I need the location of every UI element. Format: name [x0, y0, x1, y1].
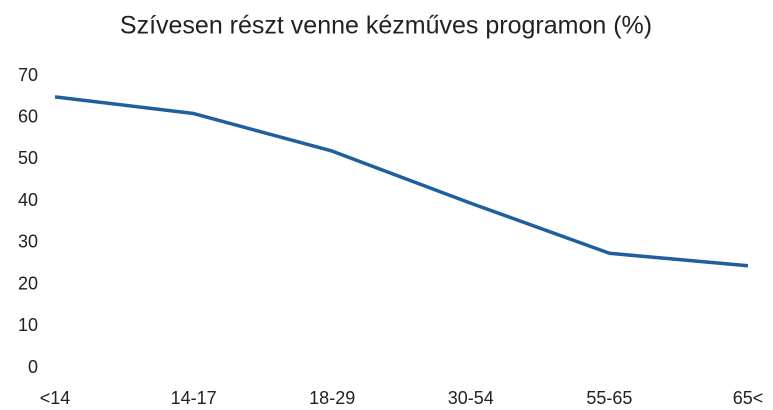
x-tick-label: 65< — [733, 388, 764, 408]
x-tick-label: 55-65 — [586, 388, 632, 408]
x-tick-label: 14-17 — [171, 388, 217, 408]
x-tick-label: 30-54 — [448, 388, 494, 408]
y-tick-label: 50 — [18, 148, 38, 168]
line — [54, 95, 749, 268]
y-tick-label: 40 — [18, 190, 38, 210]
x-tick-label: <14 — [40, 388, 71, 408]
y-tick-label: 0 — [28, 357, 38, 377]
y-tick-label: 20 — [18, 273, 38, 293]
y-tick-label: 60 — [18, 106, 38, 126]
chart-title: Szívesen részt venne kézműves programon … — [120, 12, 652, 40]
y-tick-label: 70 — [18, 65, 38, 85]
y-tick-label: 30 — [18, 232, 38, 252]
y-tick-label: 10 — [18, 315, 38, 335]
x-tick-label: 18-29 — [309, 388, 355, 408]
